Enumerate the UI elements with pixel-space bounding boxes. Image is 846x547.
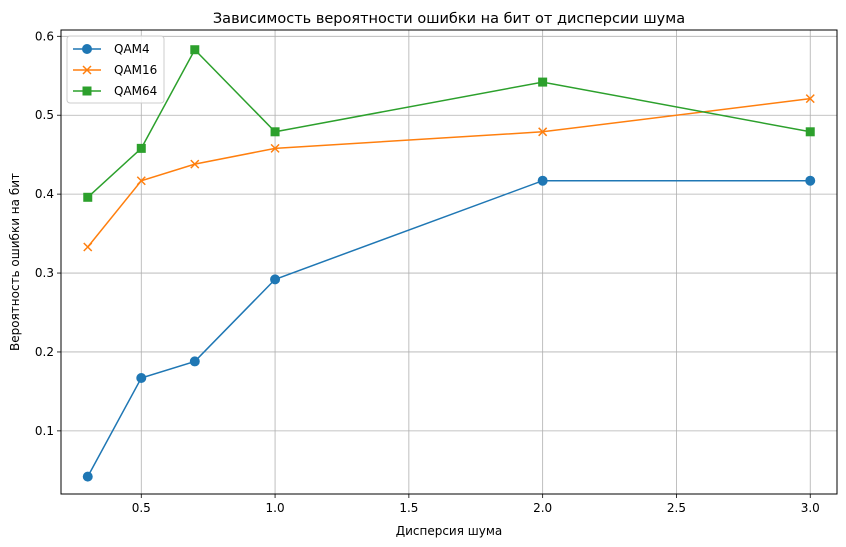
- data-point: [189, 356, 200, 367]
- x-tick-label: 0.5: [132, 501, 151, 515]
- axes: [60, 29, 838, 495]
- y-axis-label: Вероятность ошибки на бит: [8, 173, 22, 351]
- x-tick-label: 2.5: [667, 501, 686, 515]
- data-point: [805, 127, 815, 137]
- series-line: [87, 179, 811, 477]
- data-point: [136, 143, 146, 153]
- data-point: [537, 175, 548, 186]
- x-tick-label: 2.0: [533, 501, 552, 515]
- y-tick-label: 0.6: [35, 29, 54, 43]
- y-ticks: 0.1 0.2 0.3 0.4 0.5 0.6: [35, 29, 61, 438]
- data-point: [538, 127, 548, 137]
- legend-marker: [82, 65, 92, 75]
- x-tick-label: 3.0: [801, 501, 820, 515]
- legend-item-qam16: QAM16: [73, 63, 157, 77]
- legend-marker: [82, 86, 92, 96]
- series-qam16: [83, 94, 815, 252]
- x-ticks: 0.5 1.0 1.5 2.0 2.5 3.0: [132, 494, 820, 515]
- legend-item-qam4: QAM4: [73, 42, 150, 56]
- legend-item-qam64: QAM64: [73, 84, 157, 98]
- series-line: [87, 97, 811, 248]
- plot-frame: [60, 29, 838, 495]
- data-point: [190, 159, 200, 169]
- legend-box: [66, 35, 165, 104]
- y-tick-label: 0.3: [35, 266, 54, 280]
- x-axis-label: Дисперсия шума: [396, 524, 503, 538]
- data-point: [805, 94, 815, 104]
- legend: QAM4 QAM16 QAM64: [66, 35, 165, 104]
- legend-label: QAM4: [114, 42, 150, 56]
- y-tick-label: 0.2: [35, 345, 54, 359]
- series: [82, 45, 816, 482]
- legend-marker: [82, 44, 92, 54]
- data-point: [270, 274, 281, 285]
- data-point: [83, 192, 93, 202]
- legend-label: QAM16: [114, 63, 157, 77]
- data-point: [82, 471, 93, 482]
- legend-label: QAM64: [114, 84, 157, 98]
- data-point: [83, 242, 93, 252]
- chart-title: Зависимость вероятности ошибки на бит от…: [213, 11, 685, 27]
- series-qam64: [83, 45, 815, 202]
- data-point: [538, 77, 548, 87]
- data-point: [805, 175, 816, 186]
- x-tick-label: 1.0: [266, 501, 285, 515]
- series-line: [87, 48, 811, 198]
- data-point: [136, 176, 146, 186]
- y-tick-label: 0.5: [35, 108, 54, 122]
- data-point: [136, 373, 147, 383]
- y-tick-label: 0.4: [35, 187, 54, 201]
- y-tick-label: 0.1: [35, 424, 54, 438]
- x-tick-label: 1.5: [399, 501, 418, 515]
- series-qam4: [82, 175, 816, 482]
- data-point: [270, 143, 280, 153]
- data-point: [190, 45, 200, 55]
- data-point: [270, 127, 280, 137]
